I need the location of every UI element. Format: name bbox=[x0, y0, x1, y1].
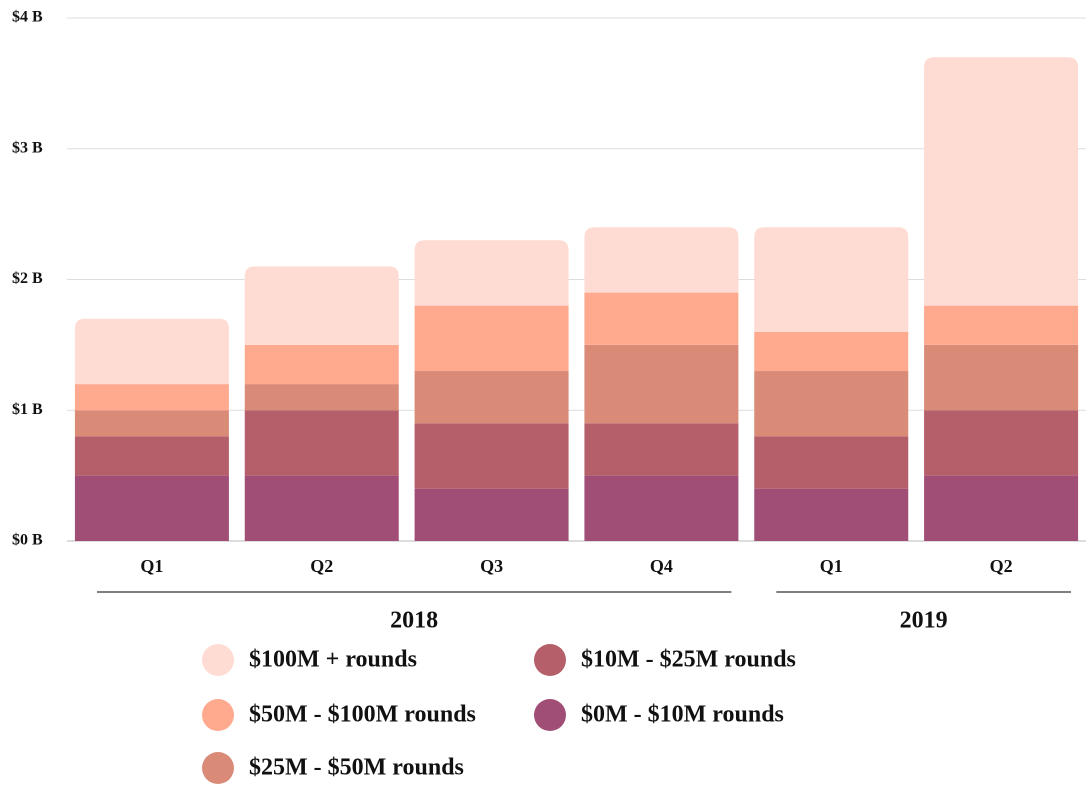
x-tick-label: Q3 bbox=[480, 556, 503, 576]
bar-segment bbox=[754, 227, 909, 332]
bar-segment bbox=[74, 436, 229, 476]
bar-segment bbox=[584, 475, 739, 541]
bar-segment bbox=[924, 475, 1079, 541]
y-tick-label: $2 B bbox=[12, 270, 43, 287]
x-tick-label: Q4 bbox=[650, 556, 673, 576]
y-tick-label: $0 B bbox=[12, 532, 43, 549]
bar-segment bbox=[924, 344, 1079, 411]
group-label: 2019 bbox=[900, 608, 948, 634]
x-tick-label: Q1 bbox=[820, 556, 843, 576]
group-label: 2018 bbox=[390, 608, 438, 634]
y-tick-label: $3 B bbox=[12, 139, 43, 156]
bar-segment bbox=[414, 423, 569, 489]
bar-segment bbox=[584, 227, 739, 293]
legend-label: $0M - $10M rounds bbox=[581, 702, 784, 728]
bar-segment bbox=[924, 57, 1079, 306]
legend-swatch bbox=[202, 699, 234, 731]
bar-segment bbox=[414, 240, 569, 306]
bar-segment bbox=[74, 475, 229, 541]
legend-swatch bbox=[534, 699, 566, 731]
legend-swatch bbox=[534, 644, 566, 676]
bar-segment bbox=[584, 344, 739, 424]
bar-segment bbox=[244, 344, 399, 385]
bar-segment bbox=[584, 423, 739, 476]
bar-segment bbox=[414, 488, 569, 541]
x-tick-label: Q1 bbox=[140, 556, 163, 576]
bar-segment bbox=[414, 305, 569, 372]
x-tick-label: Q2 bbox=[990, 556, 1013, 576]
bar-segment bbox=[924, 305, 1079, 345]
bar-segment bbox=[244, 266, 399, 345]
legend-label: $100M + rounds bbox=[249, 647, 417, 673]
bar-segment bbox=[754, 488, 909, 541]
bar-segment bbox=[244, 410, 399, 476]
bar-segment bbox=[924, 410, 1079, 476]
bar-segment bbox=[414, 371, 569, 424]
legend-label: $10M - $25M rounds bbox=[581, 647, 796, 673]
y-tick-label: $1 B bbox=[12, 401, 43, 418]
bar-segment bbox=[584, 292, 739, 345]
y-tick-label: $4 B bbox=[12, 9, 43, 26]
bar-segment bbox=[74, 318, 229, 385]
legend-label: $25M - $50M rounds bbox=[249, 755, 464, 781]
bar-segment bbox=[754, 331, 909, 372]
legend-swatch bbox=[202, 752, 234, 784]
x-tick-label: Q2 bbox=[310, 556, 333, 576]
bar-segment bbox=[754, 371, 909, 437]
legend-label: $50M - $100M rounds bbox=[249, 702, 476, 728]
bar-segment bbox=[74, 384, 229, 411]
bar-segment bbox=[754, 436, 909, 489]
bar-segment bbox=[244, 384, 399, 411]
bar-segment bbox=[244, 475, 399, 541]
bar-segment bbox=[74, 410, 229, 437]
legend-swatch bbox=[202, 644, 234, 676]
